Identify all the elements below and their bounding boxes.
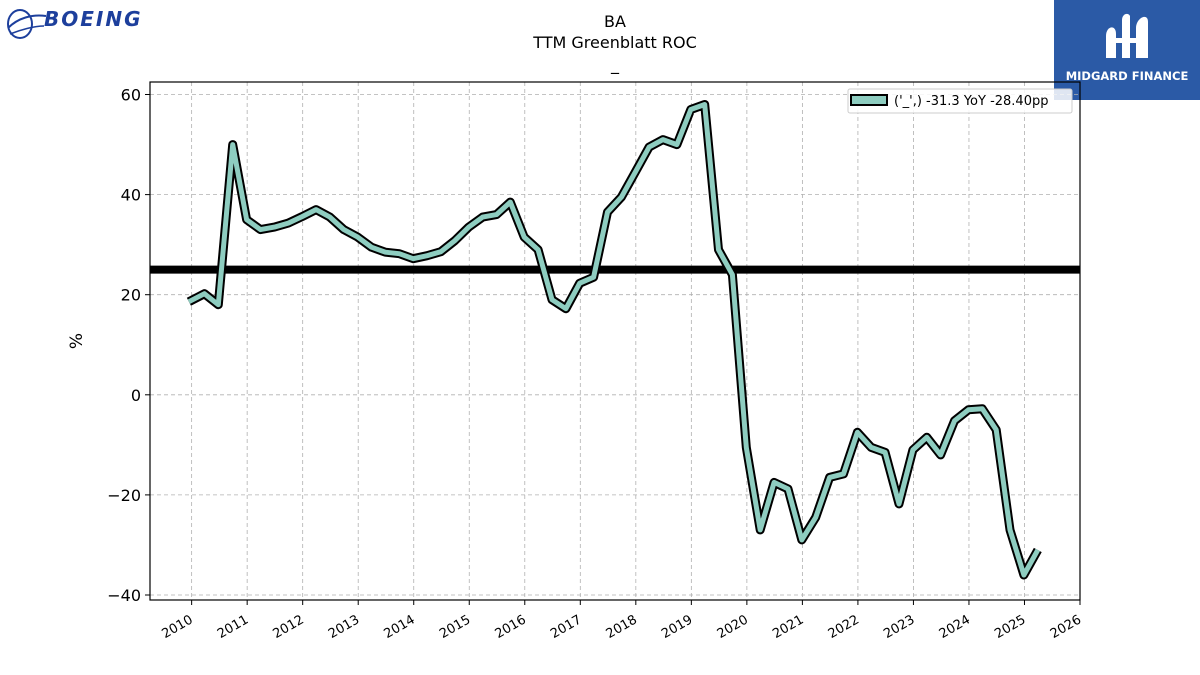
y-tick-label: 20 <box>121 286 141 305</box>
y-tick-label: −20 <box>107 486 141 505</box>
y-tick-label: 40 <box>121 186 141 205</box>
legend-swatch <box>850 94 888 106</box>
boeing-logo-text: BOEING <box>44 7 143 31</box>
x-tick-label: 2014 <box>382 612 418 642</box>
legend-label: ('_',) -31.3 YoY -28.40pp <box>894 94 1048 109</box>
x-tick-label: 2025 <box>992 612 1028 642</box>
series-lines <box>186 100 1042 580</box>
legend-box <box>847 88 1073 114</box>
chart-subtitle: TTM Greenblatt ROC <box>532 33 697 52</box>
x-tick-label: 2016 <box>493 612 529 642</box>
x-tick-label: 2022 <box>826 612 862 642</box>
x-tick-label: 2024 <box>937 612 973 642</box>
x-tick-label: 2012 <box>271 612 307 642</box>
chart-subtitle-2: _ <box>610 55 620 75</box>
boeing-logo-mark: BOEING <box>7 7 143 39</box>
y-axis-label: % <box>67 333 87 349</box>
y-axis-ticks: 60 40 20 0 −20 −40 <box>107 86 150 605</box>
x-tick-label: 2017 <box>548 612 584 642</box>
x-tick-label: 2023 <box>881 612 917 642</box>
y-tick-label: 60 <box>121 86 141 105</box>
x-tick-label: 2013 <box>326 612 362 642</box>
x-tick-label: 2010 <box>159 612 195 642</box>
x-tick-label: 2011 <box>215 612 251 642</box>
plot-area-frame <box>149 81 1081 601</box>
x-tick-label: 2026 <box>1048 612 1084 642</box>
midgard-logo-text: MIDGARD FINANCE <box>1065 69 1189 83</box>
boeing-logo: BOEING <box>4 4 176 44</box>
series-line <box>187 102 1040 578</box>
x-tick-label: 2021 <box>770 612 806 642</box>
legend: ('_',) -31.3 YoY -28.40pp <box>847 88 1073 114</box>
midgard-finance-logo: MIDGARD FINANCE <box>1054 0 1200 100</box>
grid-lines <box>150 82 1081 600</box>
x-axis-ticks: 2010 2011 2012 2013 2014 2015 2016 2017 2018 2019… <box>159 600 1084 642</box>
x-tick-label: 2019 <box>659 612 695 642</box>
y-tick-label: 0 <box>131 386 141 405</box>
midgard-emblem-icon <box>1106 13 1148 58</box>
series-line-outline <box>186 100 1042 580</box>
chart-title: BA <box>604 12 626 31</box>
y-tick-label: −40 <box>107 586 141 605</box>
x-tick-label: 2020 <box>715 612 751 642</box>
x-tick-label: 2018 <box>604 612 640 642</box>
x-tick-label: 2015 <box>437 612 473 642</box>
